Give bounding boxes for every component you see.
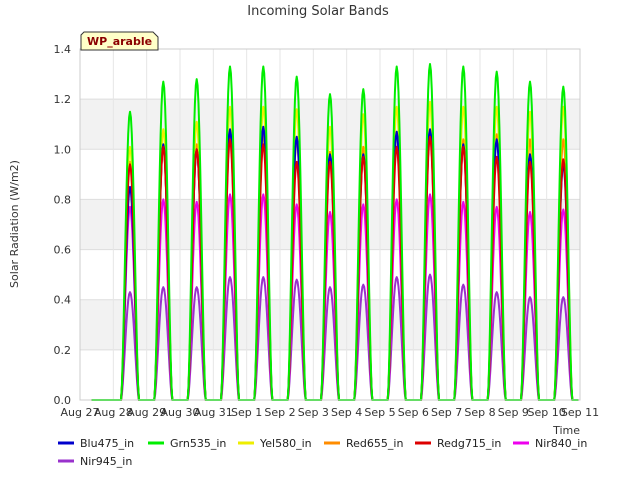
x-tick-label: Sep 6 bbox=[398, 406, 429, 419]
y-tick-labels: 0.0 0.2 0.4 0.6 0.8 1.0 1.2 1.4 bbox=[54, 43, 72, 407]
x-tick-label: Sep 11 bbox=[561, 406, 599, 419]
x-tick-label: Sep 9 bbox=[498, 406, 529, 419]
legend: Blu475_in Grn535_in Yel580_in Red655_in Redg… bbox=[58, 437, 587, 468]
site-badge-label: WP_arable bbox=[87, 35, 152, 48]
site-badge-box bbox=[80, 31, 159, 51]
y-tick-label: 1.2 bbox=[54, 93, 72, 106]
x-tick-label: Sep 1 bbox=[231, 406, 262, 419]
plot-frame bbox=[79, 48, 581, 401]
site-badge: WP_arable bbox=[80, 31, 159, 51]
x-tick-label: Aug 29 bbox=[127, 406, 166, 419]
y-axis-label: Solar Radiation (W/m2) bbox=[8, 160, 21, 288]
grid-band bbox=[80, 299, 580, 350]
legend-label: Nir945_in bbox=[80, 455, 132, 468]
x-tick-label: Aug 28 bbox=[94, 406, 133, 419]
x-tick-label: Sep 5 bbox=[364, 406, 395, 419]
x-tick-label: Sep 3 bbox=[298, 406, 329, 419]
x-axis-label: Time bbox=[552, 424, 580, 437]
chart-title: Incoming Solar Bands bbox=[247, 4, 389, 19]
y-tick-label: 0.0 bbox=[54, 394, 72, 407]
y-tick-label: 1.0 bbox=[54, 143, 72, 156]
legend-label: Redg715_in bbox=[437, 437, 501, 450]
legend-label: Nir840_in bbox=[535, 437, 587, 450]
x-tick-label: Aug 30 bbox=[161, 406, 200, 419]
y-tick-label: 0.2 bbox=[54, 344, 72, 357]
x-tick-label: Sep 7 bbox=[431, 406, 462, 419]
axes bbox=[79, 48, 581, 401]
x-tick-label: Sep 2 bbox=[264, 406, 295, 419]
grid-band bbox=[80, 199, 580, 250]
legend-label: Yel580_in bbox=[259, 437, 312, 450]
legend-label: Grn535_in bbox=[170, 437, 226, 450]
grid-band bbox=[80, 99, 580, 150]
y-tick-label: 0.6 bbox=[54, 244, 72, 257]
x-tick-label: Sep 4 bbox=[331, 406, 362, 419]
y-tick-label: 0.4 bbox=[54, 294, 72, 307]
x-tick-label: Sep 8 bbox=[464, 406, 495, 419]
x-tick-label: Sep 10 bbox=[528, 406, 566, 419]
y-tick-label: 0.8 bbox=[54, 193, 72, 206]
legend-label: Red655_in bbox=[346, 437, 403, 450]
y-tick-label: 1.4 bbox=[54, 43, 72, 56]
x-tick-label: Aug 31 bbox=[194, 406, 233, 419]
x-tick-label: Aug 27 bbox=[61, 406, 100, 419]
legend-label: Blu475_in bbox=[80, 437, 134, 450]
